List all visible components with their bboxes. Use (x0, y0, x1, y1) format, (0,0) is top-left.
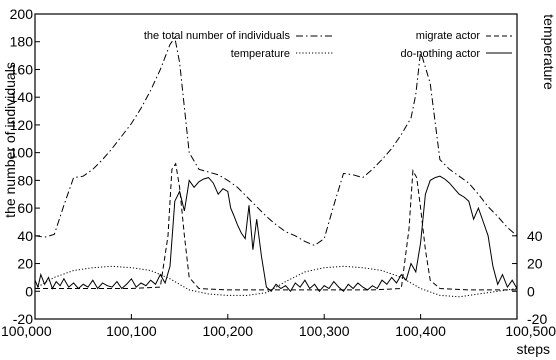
legend-label-temperature: temperature (231, 48, 290, 60)
y-tick-label: 20 (17, 256, 33, 272)
y-axis-label: the number of individuals (2, 62, 18, 218)
y-tick-label: -20 (13, 311, 33, 327)
y-tick-label: 160 (10, 61, 34, 77)
x-axis-label: steps (517, 341, 550, 357)
legend-label-migrate: migrate actor (416, 30, 481, 42)
legend-label-do-nothing: do-nothing actor (401, 48, 481, 60)
series-line-total (34, 36, 518, 247)
x-ticks: 100,000 100,100 100,200 100,300 100,400 100,5… (1, 314, 556, 339)
y-tick-label: 140 (10, 89, 34, 105)
series-lines (34, 36, 518, 298)
y2-axis-label: temperature (541, 14, 556, 90)
y-tick-label: 0 (25, 283, 33, 299)
x-tick-label: 100,400 (395, 323, 446, 339)
y-tick-label: 200 (10, 6, 34, 22)
legend-label-total: the total number of individuals (144, 30, 291, 42)
y-tick-label: 80 (17, 172, 33, 188)
legend: the total number of individuals temperat… (144, 30, 512, 60)
plot-frame (34, 13, 518, 320)
y2-tick-label: -20 (527, 311, 547, 327)
y2-tick-label: 20 (527, 256, 543, 272)
series-line-temperature (34, 265, 518, 298)
x-tick-label: 100,000 (1, 323, 52, 339)
y2-tick-label: 40 (527, 228, 543, 244)
x-tick-label: 100,300 (299, 323, 350, 339)
y-tick-label: 180 (10, 34, 34, 50)
y2-tick-label: 0 (527, 283, 535, 299)
y-tick-label: 100 (10, 145, 34, 161)
left-y-ticks: -20 0 20 40 60 80 100 120 140 160 180 200 (10, 6, 40, 327)
series-line-migrate (35, 162, 517, 291)
series-line-do-nothing (34, 175, 518, 293)
x-tick-label: 100,500 (505, 323, 556, 339)
x-tick-label: 100,200 (202, 323, 253, 339)
y-tick-label: 120 (10, 117, 34, 133)
right-y-ticks: -20 0 20 40 (512, 228, 547, 327)
y-tick-label: 60 (17, 200, 33, 216)
y-tick-label: 40 (17, 228, 33, 244)
x-tick-label: 100,100 (106, 323, 157, 339)
